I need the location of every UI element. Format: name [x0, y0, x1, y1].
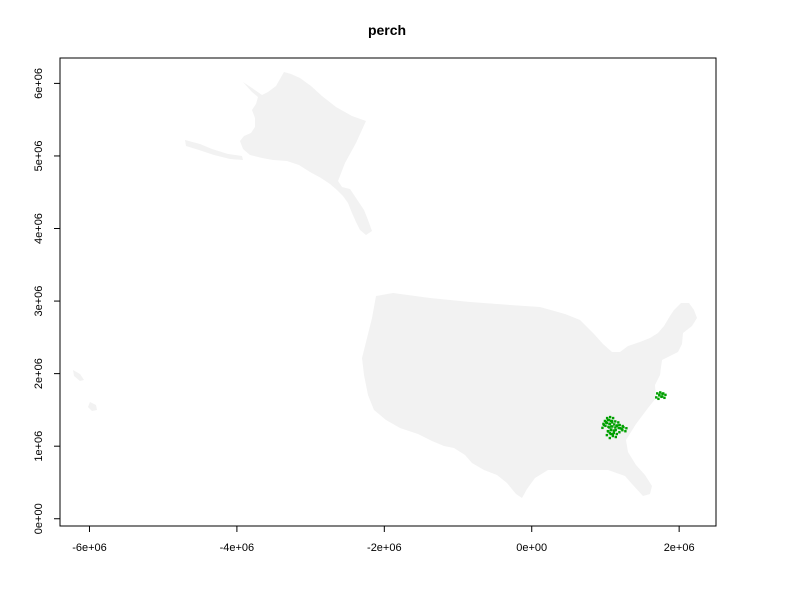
x-tick-label: 0e+00 — [516, 542, 547, 554]
land-contiguous-us — [362, 293, 697, 498]
presence-cell — [610, 419, 614, 423]
x-tick-label: 2e+06 — [664, 542, 695, 554]
presence-cell — [664, 393, 667, 397]
presence-cluster — [657, 392, 667, 401]
presence-cell — [611, 434, 615, 438]
y-tick-label: 0e+00 — [33, 503, 45, 534]
y-tick-label: 3e+06 — [33, 286, 45, 317]
presence-cell — [659, 391, 662, 394]
presence-cell — [607, 418, 611, 422]
presence-cell — [608, 415, 612, 419]
presence-cell — [621, 429, 624, 432]
presence-cell — [661, 392, 664, 396]
presence-cell — [615, 432, 619, 436]
presence-cell — [618, 423, 621, 427]
presence-cell — [609, 419, 613, 423]
presence-cell — [660, 395, 663, 399]
presence-cell — [604, 424, 607, 428]
land-hawaii-main — [88, 402, 97, 411]
presence-cell — [605, 421, 608, 425]
land-alaska — [240, 72, 372, 235]
presence-cell — [656, 392, 659, 395]
presence-cluster — [618, 426, 628, 434]
y-tick-label: 1e+06 — [33, 431, 45, 462]
land-layer — [73, 72, 697, 498]
presence-cell — [615, 424, 618, 428]
presence-cell — [603, 419, 607, 423]
presence-cell — [619, 427, 622, 430]
axes: -6e+06 -4e+06 -2e+06 0e+00 2e+06 0e+00 1e+06 2e… — [33, 57, 717, 554]
y-tick-label: 4e+06 — [33, 213, 45, 244]
presence-layer — [601, 391, 667, 440]
presence-cell — [655, 396, 658, 399]
presence-cell — [608, 436, 612, 440]
presence-cell — [614, 420, 617, 423]
presence-cell — [657, 397, 660, 401]
presence-cell — [613, 423, 616, 426]
presence-cell — [611, 416, 615, 420]
presence-cell — [608, 426, 611, 429]
presence-cell — [609, 432, 613, 436]
presence-cell — [601, 426, 604, 430]
presence-cell — [614, 428, 617, 432]
x-tick-label: -6e+06 — [72, 542, 107, 554]
y-tick-label: 6e+06 — [33, 68, 45, 99]
presence-cell — [611, 421, 614, 424]
presence-cell — [605, 416, 609, 420]
presence-cell — [624, 430, 627, 433]
presence-cell — [612, 429, 616, 433]
presence-cell — [606, 418, 610, 422]
presence-cell — [609, 428, 613, 432]
chart-title: perch — [368, 22, 406, 38]
plot-frame — [59, 57, 717, 527]
presence-cell — [608, 422, 611, 426]
presence-cell — [614, 426, 617, 429]
presence-cell — [612, 431, 616, 435]
presence-cell — [658, 393, 661, 397]
x-tick-label: -2e+06 — [367, 542, 402, 554]
presence-cell — [605, 433, 609, 437]
presence-cell — [606, 429, 610, 433]
presence-cell — [617, 421, 620, 424]
presence-cell — [622, 426, 625, 429]
presence-cell — [618, 431, 621, 434]
presence-cell — [625, 427, 628, 430]
presence-cell — [610, 425, 613, 428]
x-tick-label: -4e+06 — [220, 542, 255, 554]
y-tick-label: 2e+06 — [33, 358, 45, 389]
presence-cell — [617, 426, 620, 430]
land-aleutians — [185, 140, 243, 160]
presence-cell — [663, 396, 666, 400]
land-hawaii-chain — [73, 370, 84, 381]
presence-cluster — [608, 431, 619, 440]
presence-cell — [614, 435, 618, 439]
presence-cell — [602, 422, 605, 426]
y-tick-label: 5e+06 — [33, 141, 45, 172]
